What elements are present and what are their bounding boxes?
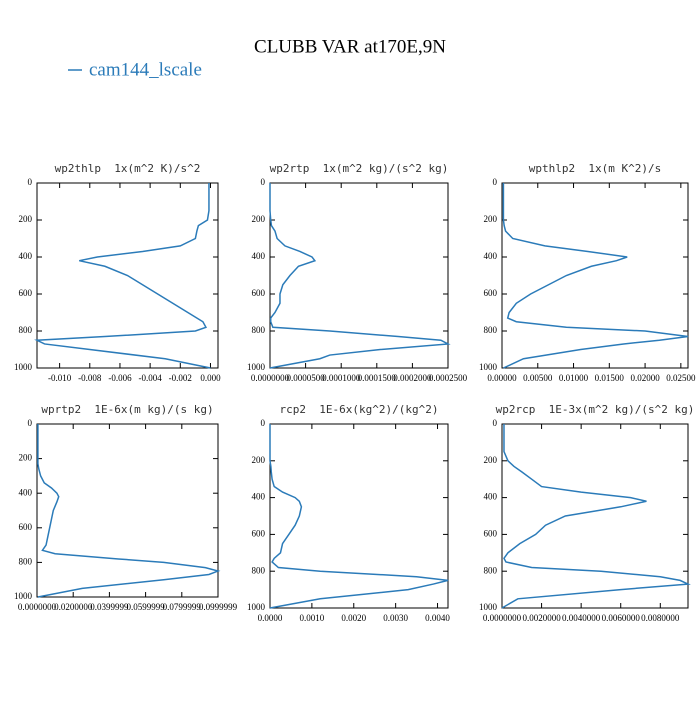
x-tick-label: 0.0020000: [522, 613, 561, 623]
y-tick-label: 800: [252, 325, 266, 335]
subplot-title: rcp2 1E-6x(kg^2)/(kg^2): [280, 403, 439, 416]
x-tick-label: 0.01000: [559, 373, 589, 383]
x-tick-label: 0.00500: [523, 373, 553, 383]
x-tick-label: 0.0002000: [393, 373, 432, 383]
x-tick-label: 0.0799999: [163, 602, 202, 612]
x-tick-label: -0.006: [108, 373, 132, 383]
y-tick-label: 600: [484, 528, 498, 538]
profile-line: [37, 424, 221, 598]
profile-line: [34, 183, 211, 369]
y-tick-label: 200: [252, 214, 266, 224]
x-tick-label: 0.0599999: [126, 602, 165, 612]
subplot-title: wp2thlp 1x(m^2 K)/s^2: [55, 162, 201, 175]
legend-label: cam144_lscale: [89, 59, 202, 80]
x-tick-label: 0.0001500: [358, 373, 397, 383]
y-tick-label: 400: [484, 251, 498, 261]
x-tick-label: 0.02000: [630, 373, 660, 383]
x-tick-label: 0.01500: [595, 373, 625, 383]
x-tick-label: 0.0000500: [286, 373, 325, 383]
y-tick-label: 1000: [247, 602, 266, 612]
y-tick-label: 400: [252, 251, 266, 261]
y-tick-label: 400: [252, 492, 266, 502]
x-tick-label: 0.0000000: [251, 373, 290, 383]
x-tick-label: -0.002: [169, 373, 192, 383]
profile-line: [502, 183, 689, 369]
x-tick-label: 0.0000000: [483, 613, 522, 623]
y-tick-label: 0: [28, 177, 33, 187]
profile-line: [501, 424, 691, 609]
x-tick-label: -0.004: [139, 373, 163, 383]
subplot-title: wprtp2 1E-6x(m kg)/(s kg): [41, 403, 213, 416]
profile-line: [269, 183, 451, 369]
y-tick-label: 600: [252, 528, 266, 538]
x-tick-label: 0.0399999: [90, 602, 129, 612]
y-tick-label: 200: [19, 453, 33, 463]
y-tick-label: 200: [252, 455, 266, 465]
subplot-title: wp2rcp 1E-3x(m^2 kg)/(s^2 kg): [496, 403, 695, 416]
subplot-title: wpthlp2 1x(m K^2)/s: [529, 162, 661, 175]
y-tick-label: 0: [493, 177, 498, 187]
y-tick-label: 0: [493, 418, 498, 428]
y-tick-label: 1000: [479, 362, 498, 372]
y-tick-label: 1000: [14, 362, 33, 372]
plot-frame: [36, 423, 219, 598]
x-tick-label: -0.010: [48, 373, 72, 383]
x-tick-label: 0.000: [200, 373, 221, 383]
y-tick-label: 0: [261, 177, 266, 187]
x-tick-label: 0.0001000: [322, 373, 361, 383]
y-tick-label: 800: [484, 325, 498, 335]
plot-frame: [501, 182, 689, 369]
y-tick-label: 400: [19, 487, 33, 497]
x-tick-label: 0.0010: [300, 613, 325, 623]
x-tick-label: 0.0030: [383, 613, 408, 623]
x-tick-label: 0.00000: [487, 373, 517, 383]
y-tick-label: 800: [19, 325, 33, 335]
y-tick-label: 800: [484, 565, 498, 575]
x-tick-label: 0.0080000: [641, 613, 680, 623]
y-tick-label: 400: [19, 251, 33, 261]
plot-frame: [269, 182, 449, 369]
y-tick-label: 0: [261, 418, 266, 428]
y-tick-label: 1000: [247, 362, 266, 372]
x-tick-label: 0.0000000: [18, 602, 57, 612]
plot-frame: [501, 423, 689, 609]
x-tick-label: 0.02500: [666, 373, 696, 383]
plot-frame: [269, 423, 449, 609]
y-tick-label: 1000: [14, 591, 33, 601]
subplot-title: wp2rtp 1x(m^2 kg)/(s^2 kg): [270, 162, 449, 175]
y-tick-label: 800: [19, 556, 33, 566]
y-tick-label: 200: [484, 455, 498, 465]
y-tick-label: 1000: [479, 602, 498, 612]
y-tick-label: 400: [484, 492, 498, 502]
x-tick-label: -0.008: [78, 373, 102, 383]
x-tick-label: 0.0060000: [602, 613, 641, 623]
x-tick-label: 0.0002500: [429, 373, 468, 383]
plot-frame: [36, 182, 219, 369]
x-tick-label: 0.0200000: [54, 602, 93, 612]
x-tick-label: 0.0999999: [199, 602, 238, 612]
y-tick-label: 600: [252, 288, 266, 298]
figure-title: CLUBB VAR at170E,9N: [254, 36, 446, 57]
x-tick-label: 0.0040: [425, 613, 450, 623]
y-tick-label: 600: [484, 288, 498, 298]
y-tick-label: 600: [19, 288, 33, 298]
y-tick-label: 200: [484, 214, 498, 224]
y-tick-label: 800: [252, 565, 266, 575]
y-tick-label: 0: [28, 418, 33, 428]
profile-line: [269, 424, 449, 609]
y-tick-label: 200: [19, 214, 33, 224]
x-tick-label: 0.0000: [258, 613, 283, 623]
x-tick-label: 0.0020: [341, 613, 366, 623]
x-tick-label: 0.0040000: [562, 613, 601, 623]
y-tick-label: 600: [19, 522, 33, 532]
